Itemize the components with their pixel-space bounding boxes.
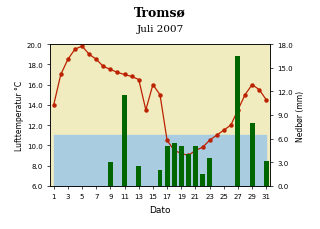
Y-axis label: Lufttemperatur °C: Lufttemperatur °C bbox=[15, 81, 24, 150]
Bar bbox=[236, 57, 240, 186]
Bar bbox=[157, 170, 163, 186]
Bar bbox=[172, 143, 177, 186]
Text: Juli 2007: Juli 2007 bbox=[136, 25, 184, 34]
Bar bbox=[179, 147, 184, 186]
Bar bbox=[264, 161, 269, 186]
X-axis label: Dato: Dato bbox=[149, 205, 171, 214]
Bar bbox=[250, 123, 255, 186]
Bar bbox=[200, 174, 205, 186]
Bar bbox=[207, 158, 212, 186]
Y-axis label: Nedbør (mm): Nedbør (mm) bbox=[296, 90, 305, 141]
Bar bbox=[164, 147, 170, 186]
Bar bbox=[136, 166, 141, 186]
Bar bbox=[193, 147, 198, 186]
Text: Tromsø: Tromsø bbox=[134, 7, 186, 20]
Bar bbox=[186, 155, 191, 186]
Bar bbox=[122, 96, 127, 186]
Bar bbox=[108, 163, 113, 186]
